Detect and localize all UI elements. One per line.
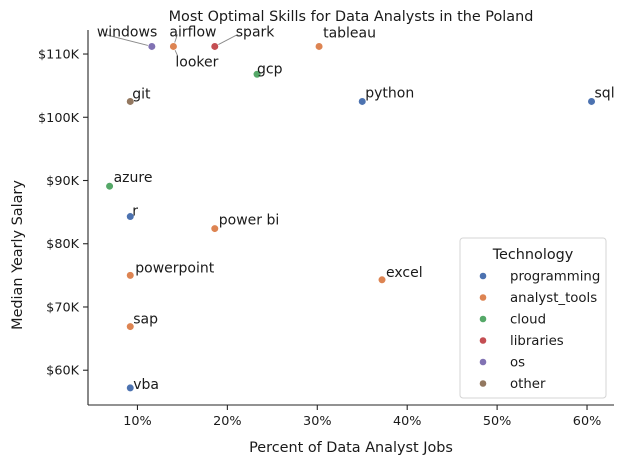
point-label: r (132, 204, 138, 220)
data-point (126, 322, 135, 331)
legend-marker (479, 272, 487, 280)
legend-marker (479, 337, 487, 344)
y-tick-label: $60K (46, 364, 79, 379)
point-label: powerpoint (135, 260, 214, 276)
point-label: spark (236, 24, 276, 40)
point-label: looker (175, 54, 218, 70)
point-label: power bi (219, 213, 280, 229)
legend-marker (479, 358, 487, 366)
legend-marker (479, 315, 487, 323)
point-labels: sql python r vba tableau excel power bi powerpo… (97, 24, 615, 392)
x-axis-label: Percent of Data Analyst Jobs (249, 440, 453, 456)
point-label: python (365, 85, 414, 101)
legend-entry-label: analyst_tools (510, 291, 597, 306)
data-point (377, 275, 387, 284)
legend-box (459, 237, 607, 399)
point-label: airflow (169, 24, 216, 40)
data-point (126, 383, 135, 393)
y-axis-label: Median Yearly Salary (10, 180, 26, 330)
y-axis-ticks: $60K $70K $80K $90K $100K $110K (38, 48, 88, 379)
data-point (126, 271, 135, 280)
legend-title: Technology (492, 247, 574, 263)
y-tick-label: $100K (38, 111, 80, 126)
data-point (358, 97, 367, 106)
x-tick-label: 30% (303, 414, 331, 429)
label-connectors (104, 34, 238, 56)
legend-marker (479, 294, 487, 301)
data-point (169, 42, 178, 51)
x-tick-label: 50% (483, 414, 511, 429)
data-point (126, 97, 135, 106)
point-label: excel (386, 265, 423, 281)
chart-title: Most Optimal Skills for Data Analysts in… (169, 9, 534, 25)
point-label: sql (595, 85, 615, 101)
data-point (314, 42, 324, 51)
y-tick-label: $110K (38, 48, 80, 63)
y-tick-label: $80K (46, 237, 79, 252)
legend-marker (479, 380, 487, 387)
x-tick-label: 40% (393, 414, 421, 429)
legend-entry-label: libraries (510, 334, 564, 349)
point-label: azure (114, 170, 153, 186)
x-tick-label: 10% (123, 414, 151, 429)
data-point (126, 212, 135, 221)
data-point (252, 70, 262, 79)
legend-entry-label: cloud (510, 313, 546, 328)
x-axis-ticks: 10% 20% 30% 40% 50% 60% (123, 405, 601, 429)
point-label: git (132, 86, 151, 102)
point-label: sap (133, 312, 158, 328)
y-tick-label: $90K (46, 174, 79, 189)
x-tick-label: 20% (213, 414, 241, 429)
data-point (147, 42, 156, 51)
x-tick-label: 60% (573, 414, 601, 429)
data-point (587, 97, 596, 106)
legend-entry-label: programming (510, 270, 600, 285)
y-tick-label: $70K (46, 300, 79, 315)
point-label: tableau (323, 25, 376, 41)
point-label: gcp (257, 61, 283, 77)
label-connector (214, 34, 238, 47)
point-label: vba (133, 377, 159, 393)
legend-entry-label: other (510, 377, 546, 392)
label-connector (104, 34, 152, 47)
data-points (105, 42, 596, 393)
data-point (210, 42, 219, 51)
axes-spines (87, 30, 614, 406)
data-point (105, 182, 114, 191)
legend-entry-label: os (510, 356, 525, 371)
point-label: windows (97, 24, 157, 40)
data-point (210, 224, 219, 233)
